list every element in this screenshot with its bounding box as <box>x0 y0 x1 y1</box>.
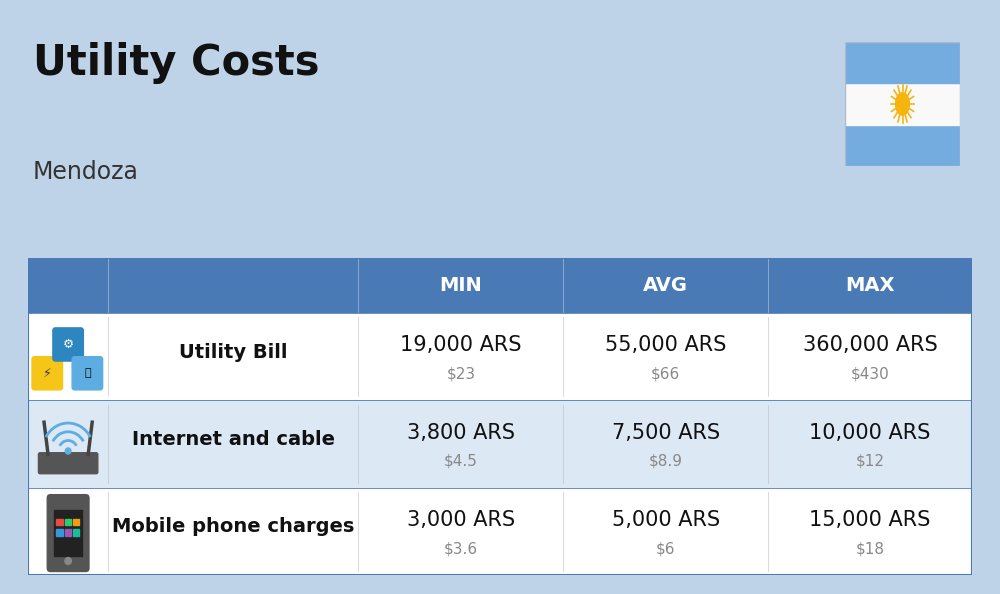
Text: 💧: 💧 <box>84 368 91 378</box>
Text: 3,800 ARS: 3,800 ARS <box>407 423 515 443</box>
Text: $23: $23 <box>446 366 475 382</box>
Bar <box>845 83 960 125</box>
Bar <box>56 519 63 525</box>
Circle shape <box>896 93 909 115</box>
Bar <box>56 529 63 536</box>
Circle shape <box>65 448 71 454</box>
Text: 360,000 ARS: 360,000 ARS <box>803 336 937 355</box>
Text: $6: $6 <box>656 541 675 557</box>
Text: $8.9: $8.9 <box>649 454 683 469</box>
Text: 5,000 ARS: 5,000 ARS <box>612 510 720 530</box>
Text: 19,000 ARS: 19,000 ARS <box>400 336 522 355</box>
Text: $430: $430 <box>851 366 889 382</box>
Text: 55,000 ARS: 55,000 ARS <box>605 336 726 355</box>
Text: MIN: MIN <box>439 276 482 295</box>
FancyBboxPatch shape <box>53 328 83 361</box>
Text: $18: $18 <box>856 541 885 557</box>
Text: 7,500 ARS: 7,500 ARS <box>612 423 720 443</box>
Text: Utility Bill: Utility Bill <box>179 343 288 362</box>
Bar <box>65 519 71 525</box>
FancyBboxPatch shape <box>38 453 98 473</box>
Text: Utility Costs: Utility Costs <box>33 42 320 84</box>
Text: 15,000 ARS: 15,000 ARS <box>809 510 931 530</box>
Text: ⚡: ⚡ <box>43 366 52 380</box>
Text: Internet and cable: Internet and cable <box>132 430 335 449</box>
Circle shape <box>65 558 71 564</box>
Bar <box>73 529 79 536</box>
FancyBboxPatch shape <box>47 495 89 571</box>
Bar <box>54 510 82 556</box>
Text: MAX: MAX <box>845 276 895 295</box>
Text: Mobile phone charges: Mobile phone charges <box>112 517 355 536</box>
Text: $12: $12 <box>856 454 885 469</box>
Text: $66: $66 <box>651 366 680 382</box>
Text: AVG: AVG <box>643 276 688 295</box>
Bar <box>845 125 960 166</box>
Bar <box>73 519 79 525</box>
Text: $3.6: $3.6 <box>444 541 478 557</box>
FancyBboxPatch shape <box>32 356 63 390</box>
Bar <box>65 529 71 536</box>
Text: Mendoza: Mendoza <box>33 160 139 184</box>
Text: ⚙: ⚙ <box>62 338 74 351</box>
FancyBboxPatch shape <box>72 356 103 390</box>
Bar <box>845 42 960 83</box>
Text: 3,000 ARS: 3,000 ARS <box>407 510 515 530</box>
Text: $4.5: $4.5 <box>444 454 478 469</box>
Text: 10,000 ARS: 10,000 ARS <box>809 423 931 443</box>
